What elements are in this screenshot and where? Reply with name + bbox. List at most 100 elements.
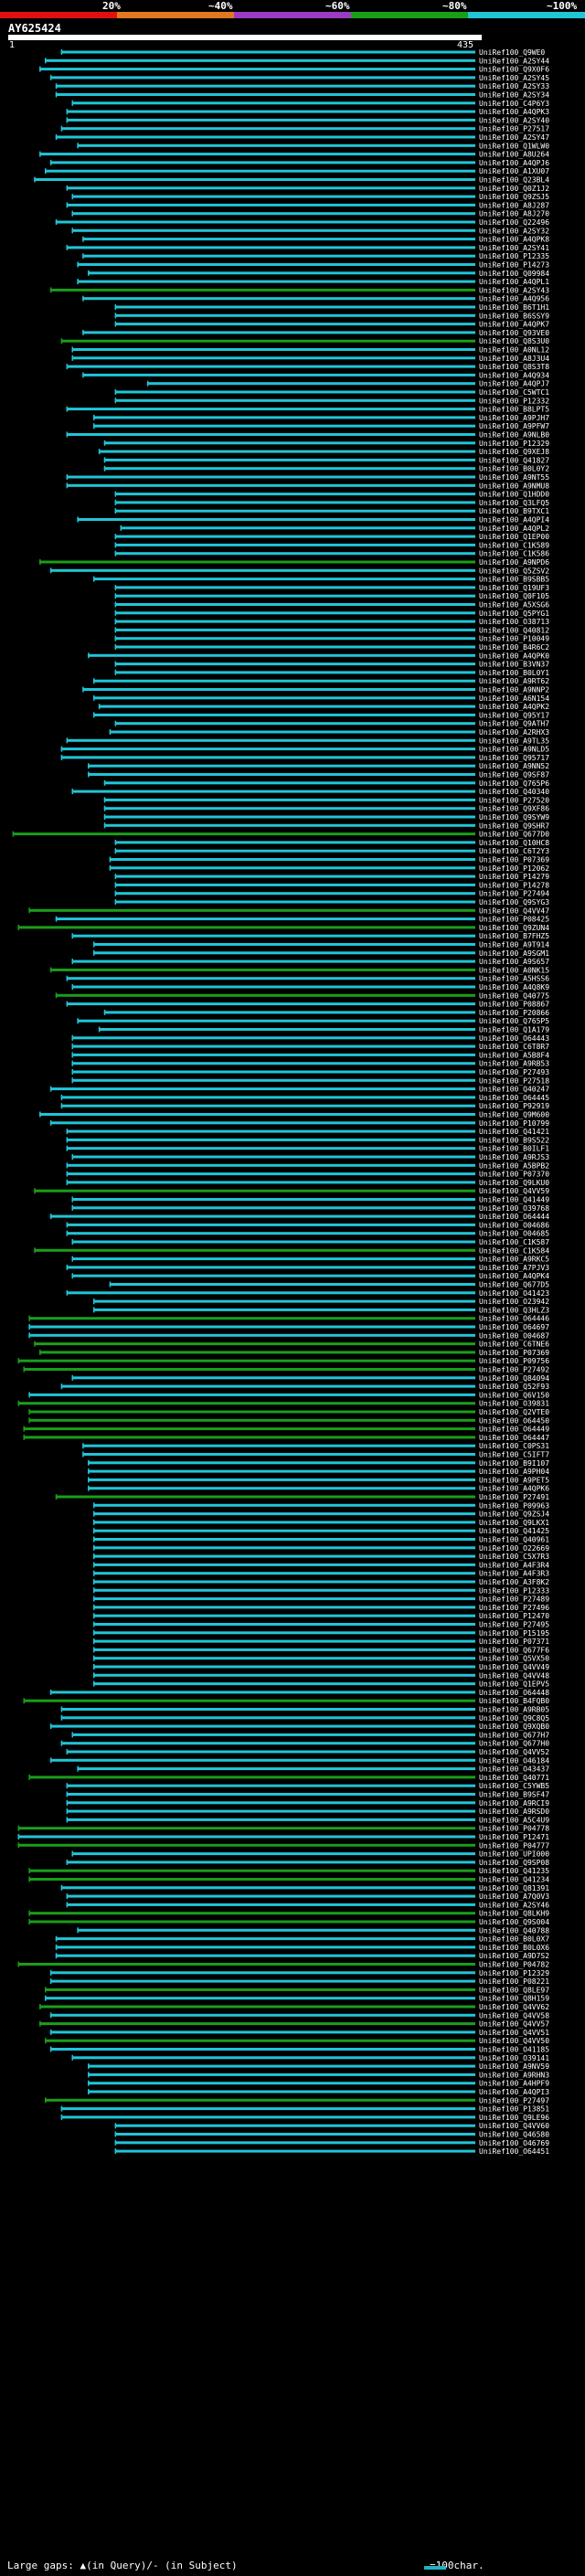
hit-bar[interactable] bbox=[88, 1469, 475, 1473]
hit-bar[interactable] bbox=[120, 526, 476, 530]
hit-label[interactable]: UniRef100_A5B8F4 bbox=[479, 1051, 549, 1059]
hit-label[interactable]: UniRef100_O64446 bbox=[479, 1315, 549, 1323]
hit-label[interactable]: UniRef100_C4P6Y3 bbox=[479, 100, 549, 108]
hit-bar[interactable] bbox=[82, 238, 475, 241]
hit-label[interactable]: UniRef100_B8LPT5 bbox=[479, 406, 549, 414]
hit-bar[interactable] bbox=[23, 1699, 476, 1702]
hit-label[interactable]: UniRef100_C5YWB5 bbox=[479, 1782, 549, 1790]
hit-bar[interactable] bbox=[45, 169, 475, 173]
hit-label[interactable]: UniRef100_A2SY34 bbox=[479, 91, 549, 100]
hit-label[interactable]: UniRef100_C0PS31 bbox=[479, 1442, 549, 1450]
hit-label[interactable]: UniRef100_Q0F105 bbox=[479, 592, 549, 600]
hit-bar[interactable] bbox=[66, 977, 475, 981]
hit-bar[interactable] bbox=[45, 2098, 475, 2102]
hit-bar[interactable] bbox=[60, 1716, 475, 1720]
hit-bar[interactable] bbox=[60, 50, 475, 54]
hit-bar[interactable] bbox=[49, 1758, 476, 1762]
hit-bar[interactable] bbox=[55, 220, 476, 224]
hit-bar[interactable] bbox=[34, 1189, 476, 1193]
hit-label[interactable]: UniRef100_O64450 bbox=[479, 1416, 549, 1425]
hit-bar[interactable] bbox=[60, 1742, 475, 1745]
hit-label[interactable]: UniRef100_A9NV59 bbox=[479, 2062, 549, 2071]
hit-bar[interactable] bbox=[82, 331, 475, 334]
hit-label[interactable]: UniRef100_O43437 bbox=[479, 1765, 549, 1774]
hit-label[interactable]: UniRef100_B4FQB0 bbox=[479, 1697, 549, 1705]
hit-label[interactable]: UniRef100_Q765P5 bbox=[479, 1017, 549, 1025]
hit-label[interactable]: UniRef100_O04685 bbox=[479, 1230, 549, 1238]
hit-label[interactable]: UniRef100_A2SY32 bbox=[479, 227, 549, 235]
hit-bar[interactable] bbox=[93, 1572, 475, 1575]
hit-bar[interactable] bbox=[71, 1376, 476, 1380]
hit-label[interactable]: UniRef100_O22669 bbox=[479, 1544, 549, 1553]
hit-bar[interactable] bbox=[93, 1606, 475, 1609]
hit-bar[interactable] bbox=[71, 348, 476, 351]
hit-bar[interactable] bbox=[39, 2022, 475, 2026]
hit-bar[interactable] bbox=[49, 76, 476, 80]
hit-label[interactable]: UniRef100_A5BPB2 bbox=[479, 1161, 549, 1170]
hit-bar[interactable] bbox=[60, 1708, 475, 1711]
hit-label[interactable]: UniRef100_A9RJS3 bbox=[479, 1153, 549, 1161]
hit-label[interactable]: UniRef100_A5C4U9 bbox=[479, 1816, 549, 1824]
hit-bar[interactable] bbox=[17, 1359, 475, 1362]
hit-bar[interactable] bbox=[114, 603, 475, 606]
hit-bar[interactable] bbox=[49, 568, 476, 572]
hit-bar[interactable] bbox=[103, 823, 476, 827]
hit-label[interactable]: UniRef100_P08867 bbox=[479, 1001, 549, 1009]
hit-label[interactable]: UniRef100_C6T8R7 bbox=[479, 1043, 549, 1051]
hit-label[interactable]: UniRef100_B6T1H1 bbox=[479, 303, 549, 312]
hit-bar[interactable] bbox=[93, 679, 475, 683]
hit-label[interactable]: UniRef100_A8J3U4 bbox=[479, 355, 549, 363]
hit-label[interactable]: UniRef100_A9NLB0 bbox=[479, 431, 549, 440]
hit-bar[interactable] bbox=[28, 1333, 476, 1337]
hit-bar[interactable] bbox=[77, 280, 476, 283]
hit-label[interactable]: UniRef100_Q4VV58 bbox=[479, 2011, 549, 2019]
hit-label[interactable]: UniRef100_O64444 bbox=[479, 1213, 549, 1221]
hit-bar[interactable] bbox=[66, 1784, 475, 1787]
hit-label[interactable]: UniRef100_P27496 bbox=[479, 1604, 549, 1612]
hit-label[interactable]: UniRef100_Q9XQB0 bbox=[479, 1723, 549, 1731]
hit-label[interactable]: UniRef100_A4F3R4 bbox=[479, 1561, 549, 1569]
hit-label[interactable]: UniRef100_C6T2Y3 bbox=[479, 847, 549, 855]
hit-bar[interactable] bbox=[66, 203, 475, 207]
hit-bar[interactable] bbox=[77, 143, 476, 147]
hit-bar[interactable] bbox=[82, 297, 475, 301]
hit-bar[interactable] bbox=[60, 756, 475, 759]
hit-bar[interactable] bbox=[103, 467, 476, 471]
hit-bar[interactable] bbox=[103, 807, 476, 811]
hit-label[interactable]: UniRef100_P14273 bbox=[479, 261, 549, 270]
hit-label[interactable]: UniRef100_Q46580 bbox=[479, 2131, 549, 2139]
hit-label[interactable]: UniRef100_A4QPJ7 bbox=[479, 380, 549, 388]
hit-label[interactable]: UniRef100_Q09984 bbox=[479, 270, 549, 278]
hit-label[interactable]: UniRef100_O23942 bbox=[479, 1298, 549, 1306]
hit-bar[interactable] bbox=[71, 985, 476, 989]
hit-label[interactable]: UniRef100_A4QPK7 bbox=[479, 321, 549, 329]
hit-label[interactable]: UniRef100_P27494 bbox=[479, 890, 549, 898]
hit-bar[interactable] bbox=[45, 1988, 475, 1991]
hit-bar[interactable] bbox=[88, 2082, 475, 2085]
hit-label[interactable]: UniRef100_Q1EP00 bbox=[479, 533, 549, 541]
hit-label[interactable]: UniRef100_Q0Z1J2 bbox=[479, 185, 549, 193]
hit-label[interactable]: UniRef100_P12470 bbox=[479, 1612, 549, 1620]
hit-label[interactable]: UniRef100_O64448 bbox=[479, 1689, 549, 1697]
hit-label[interactable]: UniRef100_A9TL35 bbox=[479, 737, 549, 745]
hit-bar[interactable] bbox=[49, 2048, 476, 2051]
hit-label[interactable]: UniRef100_Q677F6 bbox=[479, 1646, 549, 1654]
hit-bar[interactable] bbox=[49, 1214, 476, 1218]
hit-bar[interactable] bbox=[114, 535, 475, 538]
hit-bar[interactable] bbox=[93, 1521, 475, 1524]
hit-bar[interactable] bbox=[71, 934, 476, 938]
hit-bar[interactable] bbox=[109, 730, 475, 734]
hit-bar[interactable] bbox=[39, 2005, 475, 2009]
hit-bar[interactable] bbox=[17, 1963, 475, 1966]
hit-bar[interactable] bbox=[88, 2072, 475, 2076]
hit-bar[interactable] bbox=[66, 1860, 475, 1864]
hit-label[interactable]: UniRef100_Q9XF86 bbox=[479, 805, 549, 813]
hit-label[interactable]: UniRef100_Q4VV48 bbox=[479, 1671, 549, 1680]
hit-bar[interactable] bbox=[49, 1121, 476, 1125]
hit-bar[interactable] bbox=[93, 1308, 475, 1311]
hit-label[interactable]: UniRef100_P07370 bbox=[479, 1171, 549, 1179]
hit-bar[interactable] bbox=[17, 1827, 475, 1830]
hit-label[interactable]: UniRef100_Q4VV47 bbox=[479, 906, 549, 915]
hit-bar[interactable] bbox=[28, 1317, 476, 1320]
hit-label[interactable]: UniRef100_A9RKC5 bbox=[479, 1256, 549, 1264]
